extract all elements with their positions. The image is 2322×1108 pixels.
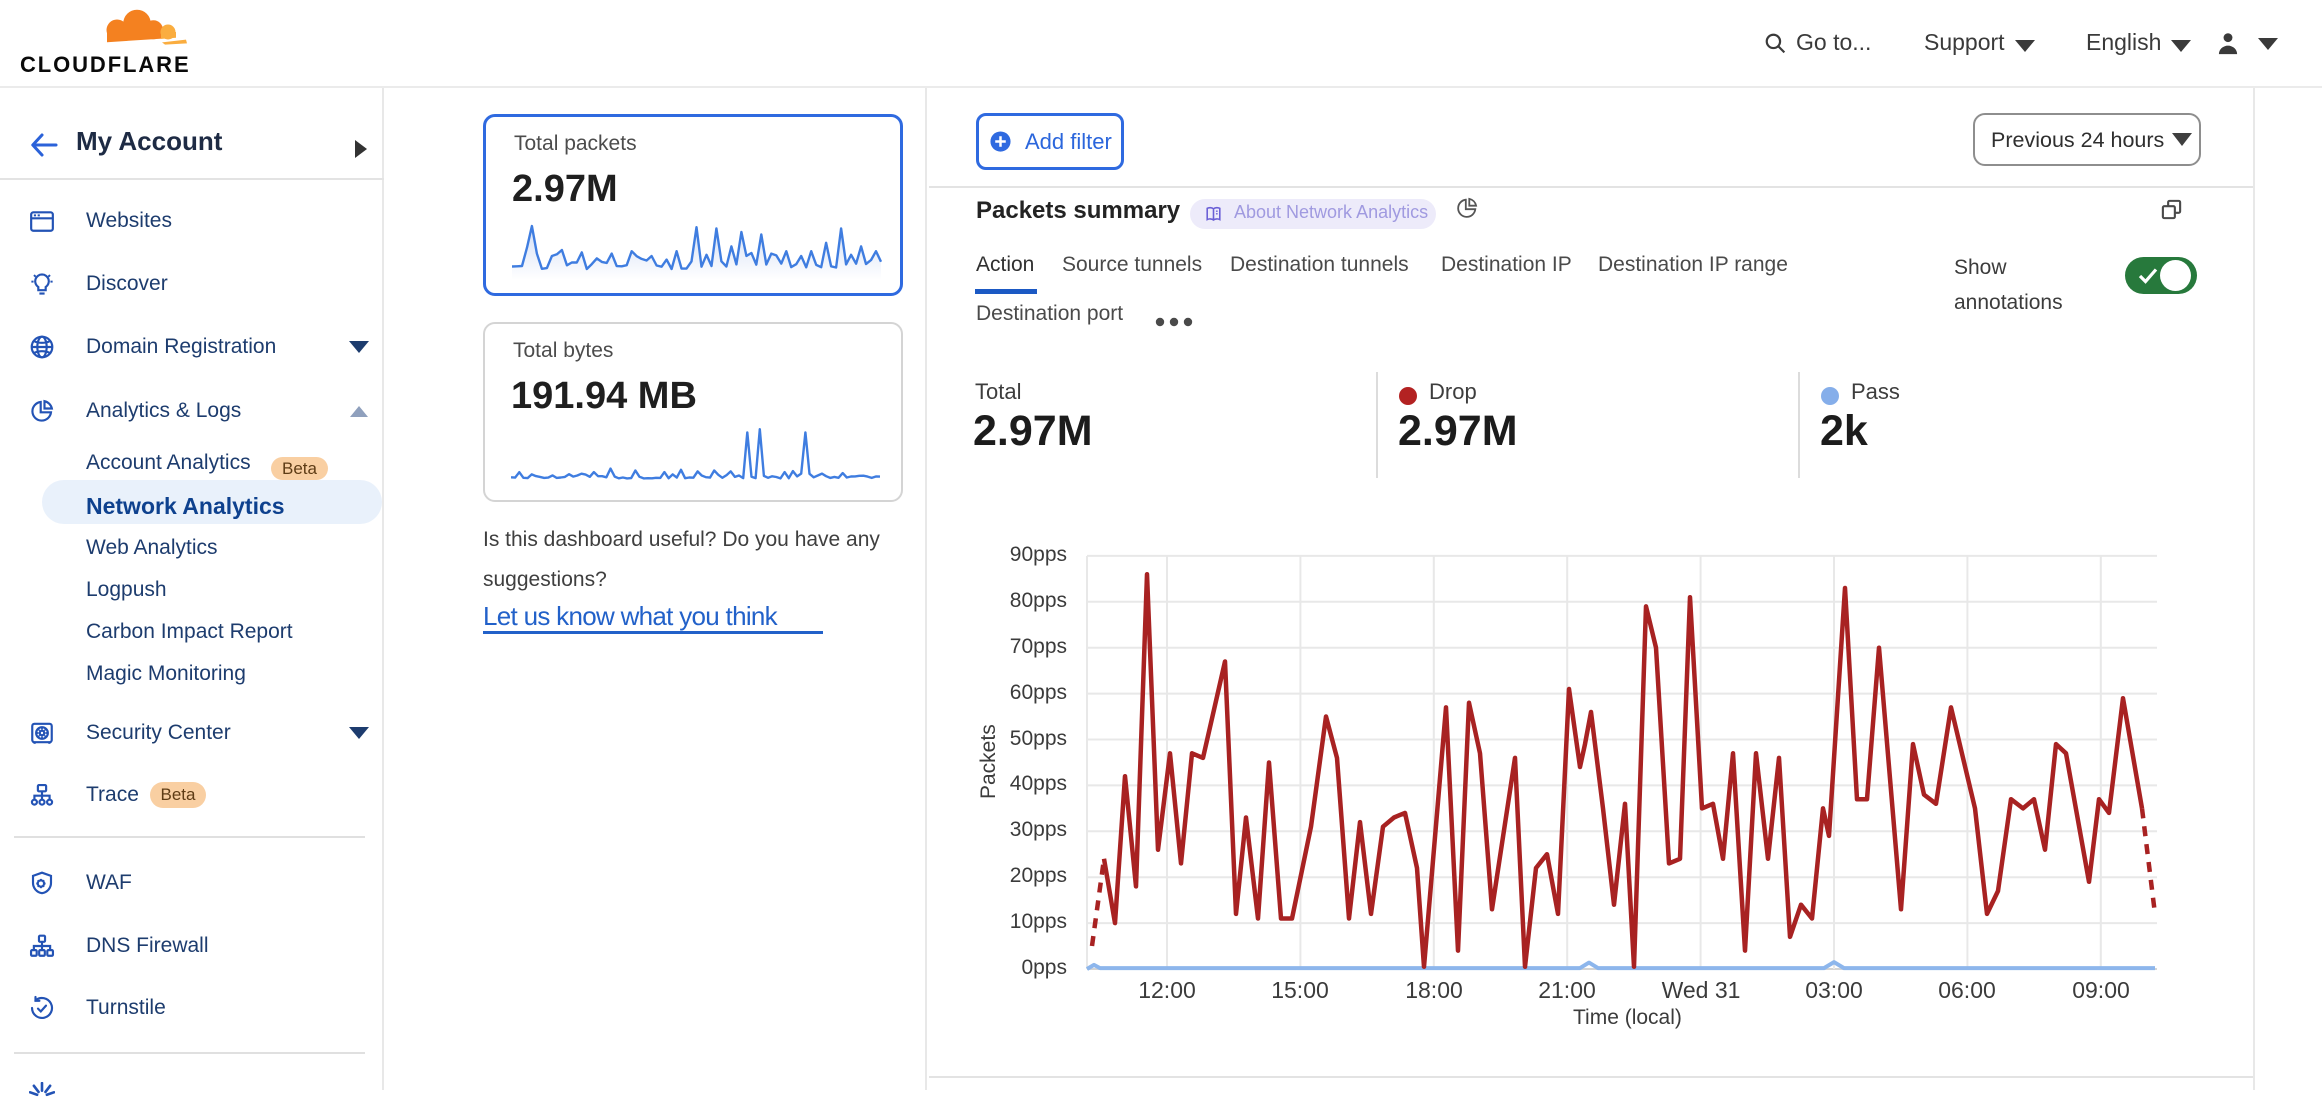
svg-text:CLOUDFLARE: CLOUDFLARE [20,52,191,77]
